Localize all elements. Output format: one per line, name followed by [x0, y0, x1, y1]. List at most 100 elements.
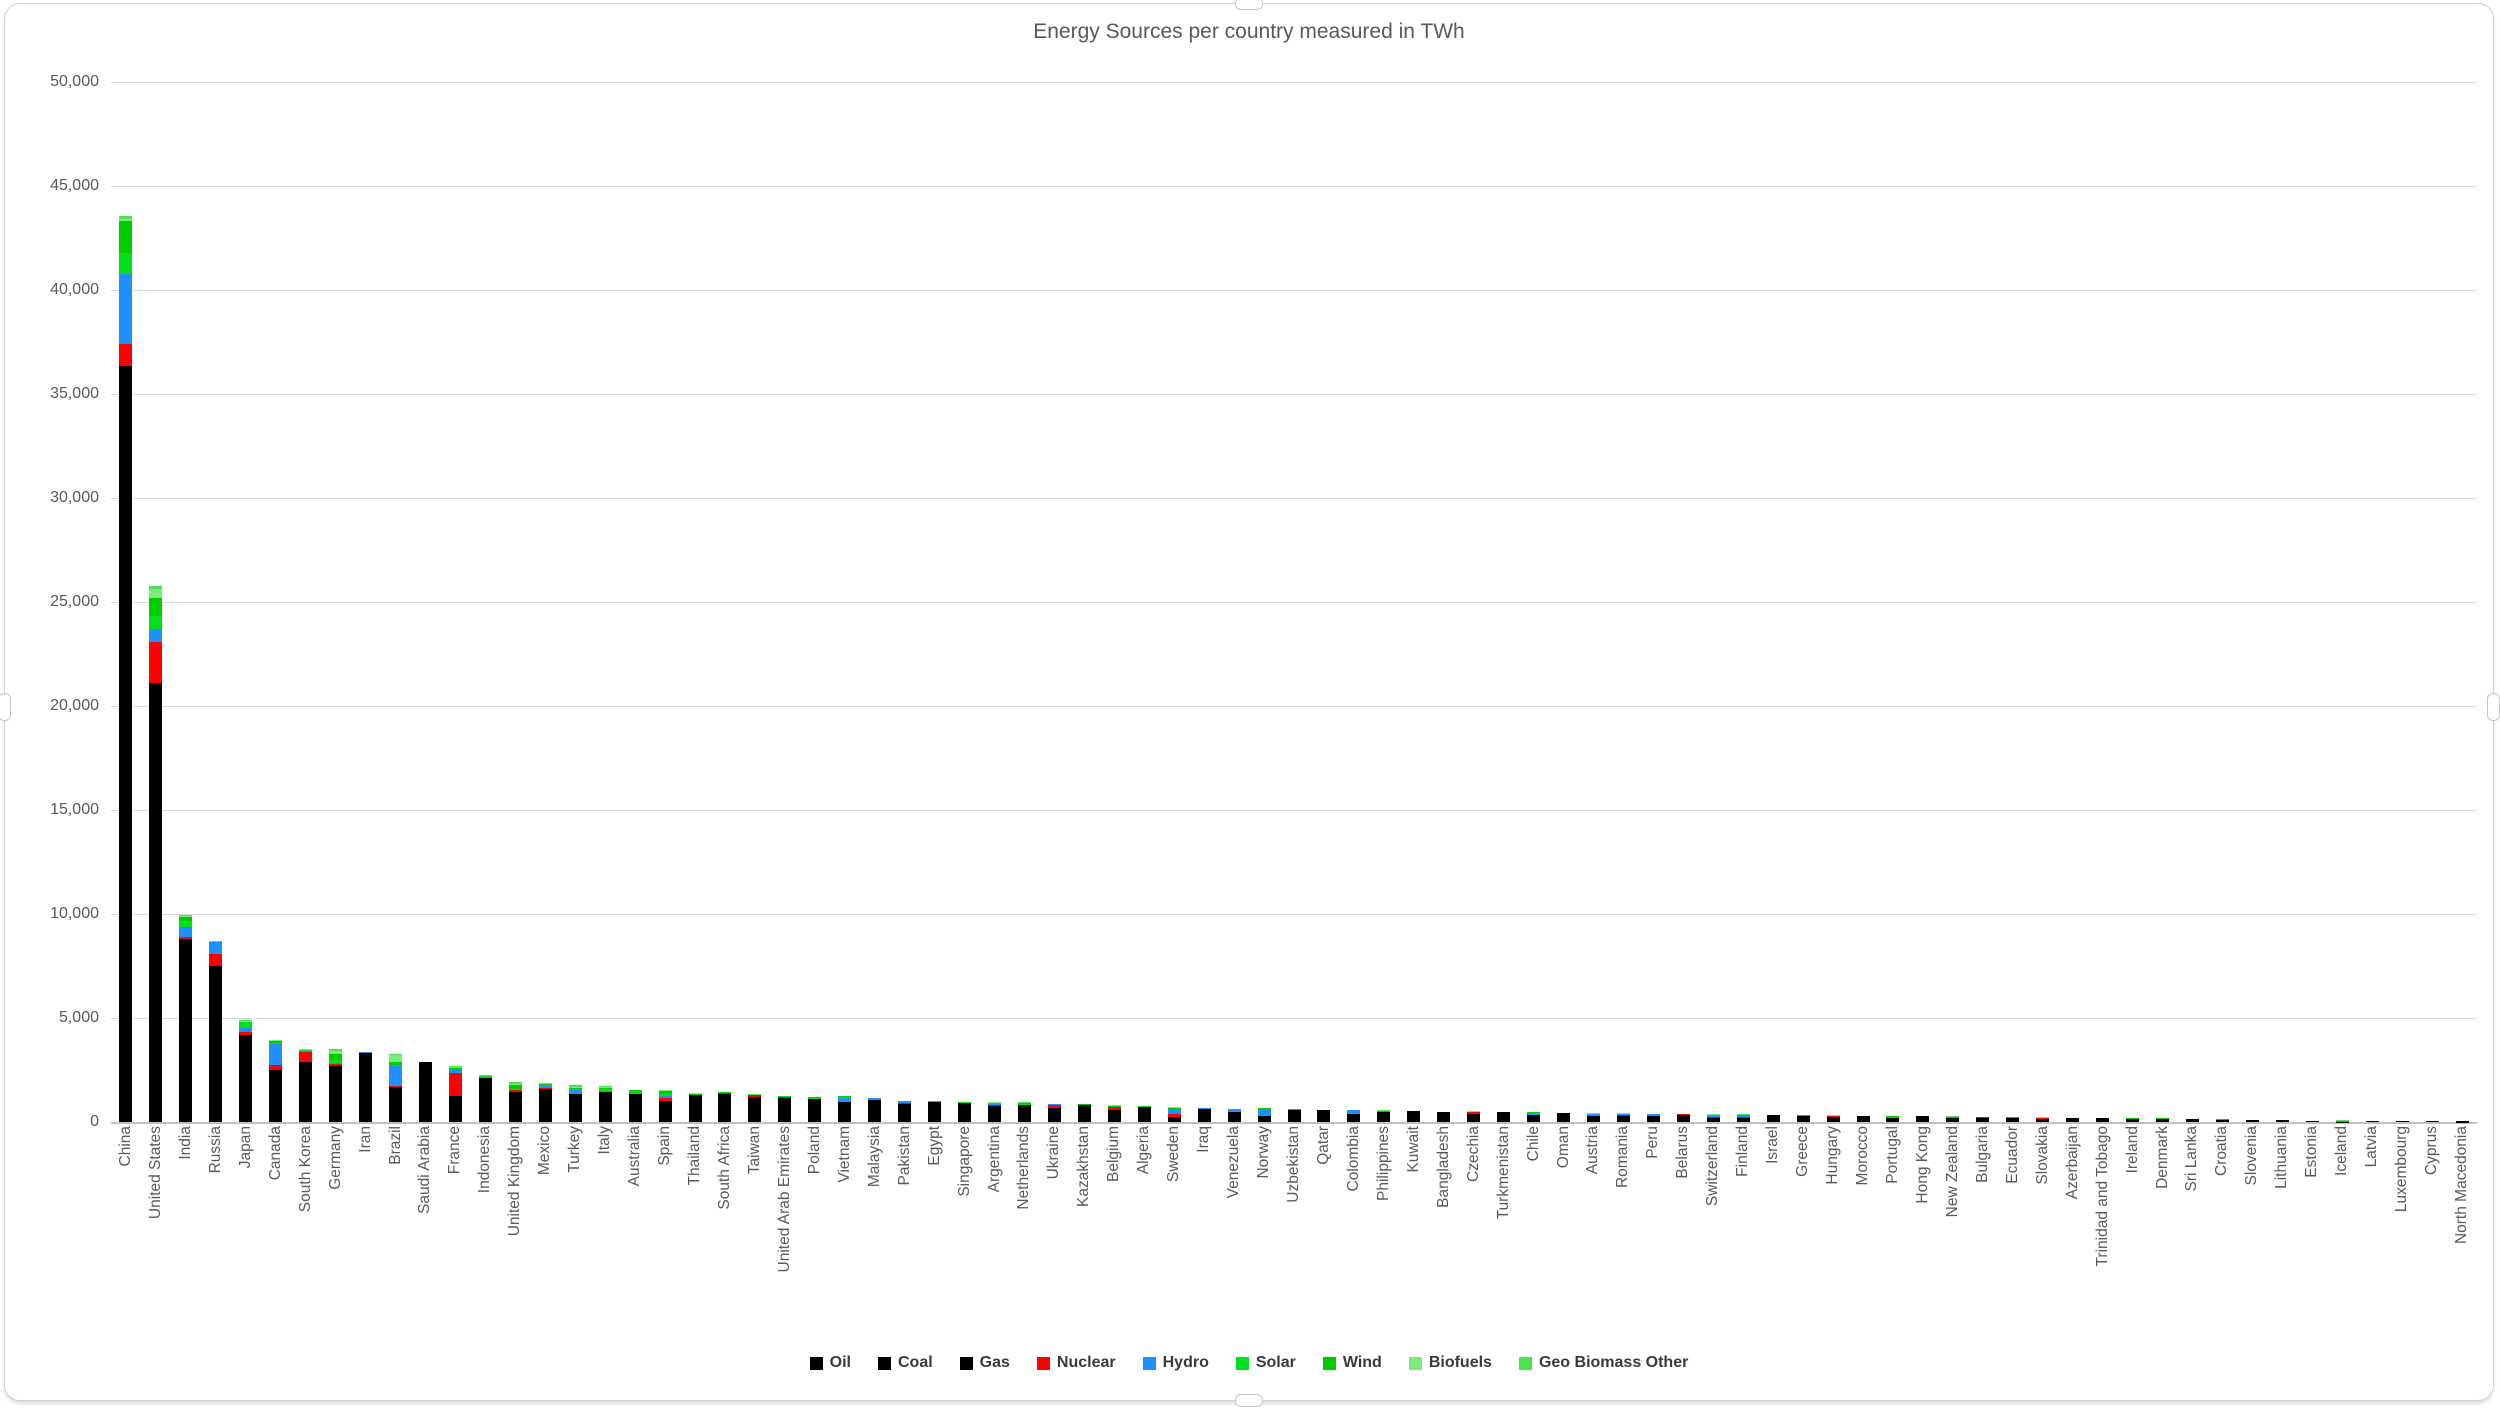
segment-solar-netherlands[interactable] — [1017, 1104, 1031, 1106]
segment-hydro-sweden[interactable] — [1167, 1110, 1181, 1115]
segment-oil-norway[interactable] — [1257, 1117, 1271, 1122]
segment-wind-portugal[interactable] — [1886, 1116, 1900, 1118]
segment-hydro-australia[interactable] — [628, 1093, 642, 1095]
bar-north-macedonia[interactable] — [2455, 1121, 2469, 1122]
segment-gas-canada[interactable] — [269, 1069, 283, 1094]
bar-germany[interactable] — [329, 1048, 343, 1122]
segment-oil-finland[interactable] — [1736, 1119, 1750, 1122]
segment-oil-iran[interactable] — [359, 1099, 373, 1122]
segment-gas-russia[interactable] — [209, 966, 223, 1060]
bar-france[interactable] — [448, 1065, 462, 1122]
bar-belgium[interactable] — [1107, 1105, 1121, 1122]
segment-biofuels-finland[interactable] — [1736, 1114, 1750, 1116]
segment-oil-slovakia[interactable] — [2036, 1120, 2050, 1122]
segment-wind-belgium[interactable] — [1107, 1105, 1121, 1107]
segment-gas-vietnam[interactable] — [838, 1102, 852, 1105]
bar-hong-kong[interactable] — [1916, 1116, 1930, 1122]
segment-coal-mexico[interactable] — [538, 1099, 552, 1103]
segment-wind-united-states[interactable] — [149, 598, 163, 617]
segment-hydro-venezuela[interactable] — [1227, 1108, 1241, 1112]
legend-item-gas[interactable]: Gas — [959, 1354, 1010, 1372]
segment-coal-morocco[interactable] — [1856, 1116, 1870, 1118]
segment-oil-uzbekistan[interactable] — [1287, 1120, 1301, 1122]
segment-gas-chile[interactable] — [1527, 1114, 1541, 1116]
bar-denmark[interactable] — [2156, 1118, 2170, 1122]
bar-netherlands[interactable] — [1017, 1102, 1031, 1122]
segment-wind-denmark[interactable] — [2156, 1118, 2170, 1120]
segment-nuclear-south-korea[interactable] — [299, 1051, 313, 1062]
segment-coal-hong-kong[interactable] — [1916, 1117, 1930, 1119]
segment-nuclear-france[interactable] — [448, 1073, 462, 1097]
segment-hydro-austria[interactable] — [1586, 1114, 1600, 1117]
segment-hydro-colombia[interactable] — [1347, 1110, 1361, 1114]
segment-geo-biomass-other-united-states[interactable] — [149, 586, 163, 590]
segment-gas-belgium[interactable] — [1107, 1109, 1121, 1114]
bar-taiwan[interactable] — [748, 1094, 762, 1122]
segment-coal-brazil[interactable] — [389, 1092, 403, 1096]
bar-turkey[interactable] — [568, 1085, 582, 1122]
bar-brazil[interactable] — [389, 1054, 403, 1122]
segment-hydro-france[interactable] — [448, 1070, 462, 1074]
segment-oil-oman[interactable] — [1557, 1118, 1571, 1122]
segment-biofuels-germany[interactable] — [329, 1051, 343, 1054]
segment-nuclear-slovakia[interactable] — [2036, 1117, 2050, 1119]
segment-biofuels-south-korea[interactable] — [299, 1049, 313, 1050]
segment-oil-south-africa[interactable] — [718, 1115, 732, 1122]
segment-coal-austria[interactable] — [1586, 1118, 1600, 1119]
segment-gas-germany[interactable] — [329, 1066, 343, 1084]
segment-coal-united-arab-emirates[interactable] — [778, 1111, 792, 1112]
segment-geo-biomass-other-turkey[interactable] — [568, 1085, 582, 1088]
segment-solar-china[interactable] — [119, 253, 133, 275]
segment-oil-venezuela[interactable] — [1227, 1115, 1241, 1122]
bar-indonesia[interactable] — [478, 1074, 492, 1122]
bar-lithuania[interactable] — [2275, 1119, 2289, 1122]
bar-singapore[interactable] — [958, 1102, 972, 1122]
segment-oil-qatar[interactable] — [1317, 1118, 1331, 1122]
segment-gas-indonesia[interactable] — [478, 1077, 492, 1085]
segment-coal-greece[interactable] — [1796, 1117, 1810, 1119]
segment-gas-south-korea[interactable] — [299, 1061, 313, 1074]
bar-argentina[interactable] — [988, 1102, 1001, 1122]
segment-oil-pakistan[interactable] — [898, 1113, 912, 1122]
segment-oil-belgium[interactable] — [1107, 1114, 1121, 1122]
segment-oil-south-korea[interactable] — [299, 1092, 313, 1122]
segment-oil-chile[interactable] — [1527, 1117, 1541, 1122]
segment-oil-algeria[interactable] — [1137, 1117, 1151, 1122]
segment-geo-biomass-other-italy[interactable] — [598, 1085, 612, 1088]
segment-coal-netherlands[interactable] — [1017, 1111, 1031, 1114]
segment-oil-poland[interactable] — [808, 1113, 822, 1122]
bar-sri-lanka[interactable] — [2185, 1118, 2199, 1122]
segment-hydro-romania[interactable] — [1616, 1114, 1630, 1116]
segment-oil-vietnam[interactable] — [838, 1116, 852, 1122]
segment-oil-canada[interactable] — [269, 1096, 283, 1122]
segment-hydro-argentina[interactable] — [988, 1103, 1001, 1106]
bar-czechia[interactable] — [1467, 1111, 1481, 1122]
segment-gas-portugal[interactable] — [1886, 1117, 1900, 1119]
segment-gas-india[interactable] — [179, 938, 193, 952]
segment-oil-ecuador[interactable] — [2006, 1118, 2020, 1122]
segment-solar-united-arab-emirates[interactable] — [778, 1096, 792, 1098]
segment-biofuels-united-states[interactable] — [149, 589, 163, 599]
segment-oil-latvia[interactable] — [2365, 1121, 2379, 1122]
segment-solar-poland[interactable] — [808, 1098, 822, 1100]
segment-wind-italy[interactable] — [598, 1088, 612, 1090]
segment-oil-indonesia[interactable] — [478, 1103, 492, 1122]
legend-item-geo-biomass-other[interactable]: Geo Biomass Other — [1518, 1354, 1688, 1372]
segment-solar-germany[interactable] — [329, 1060, 343, 1064]
segment-coal-finland[interactable] — [1736, 1118, 1750, 1120]
resize-handle-bottom[interactable] — [1235, 1394, 1263, 1407]
segment-oil-new-zealand[interactable] — [1946, 1119, 1960, 1122]
segment-gas-austria[interactable] — [1586, 1116, 1600, 1119]
segment-gas-uzbekistan[interactable] — [1287, 1109, 1301, 1120]
bar-china[interactable] — [119, 215, 133, 1122]
segment-solar-vietnam[interactable] — [838, 1096, 852, 1099]
resize-handle-left[interactable] — [0, 693, 11, 721]
segment-coal-philippines[interactable] — [1377, 1112, 1391, 1117]
bar-peru[interactable] — [1646, 1113, 1660, 1122]
legend-item-wind[interactable]: Wind — [1322, 1354, 1382, 1372]
bar-chile[interactable] — [1527, 1111, 1541, 1122]
segment-geo-biomass-other-mexico[interactable] — [538, 1082, 552, 1084]
segment-gas-poland[interactable] — [808, 1099, 822, 1104]
segment-hydro-philippines[interactable] — [1377, 1111, 1391, 1113]
bar-iraq[interactable] — [1197, 1108, 1211, 1122]
